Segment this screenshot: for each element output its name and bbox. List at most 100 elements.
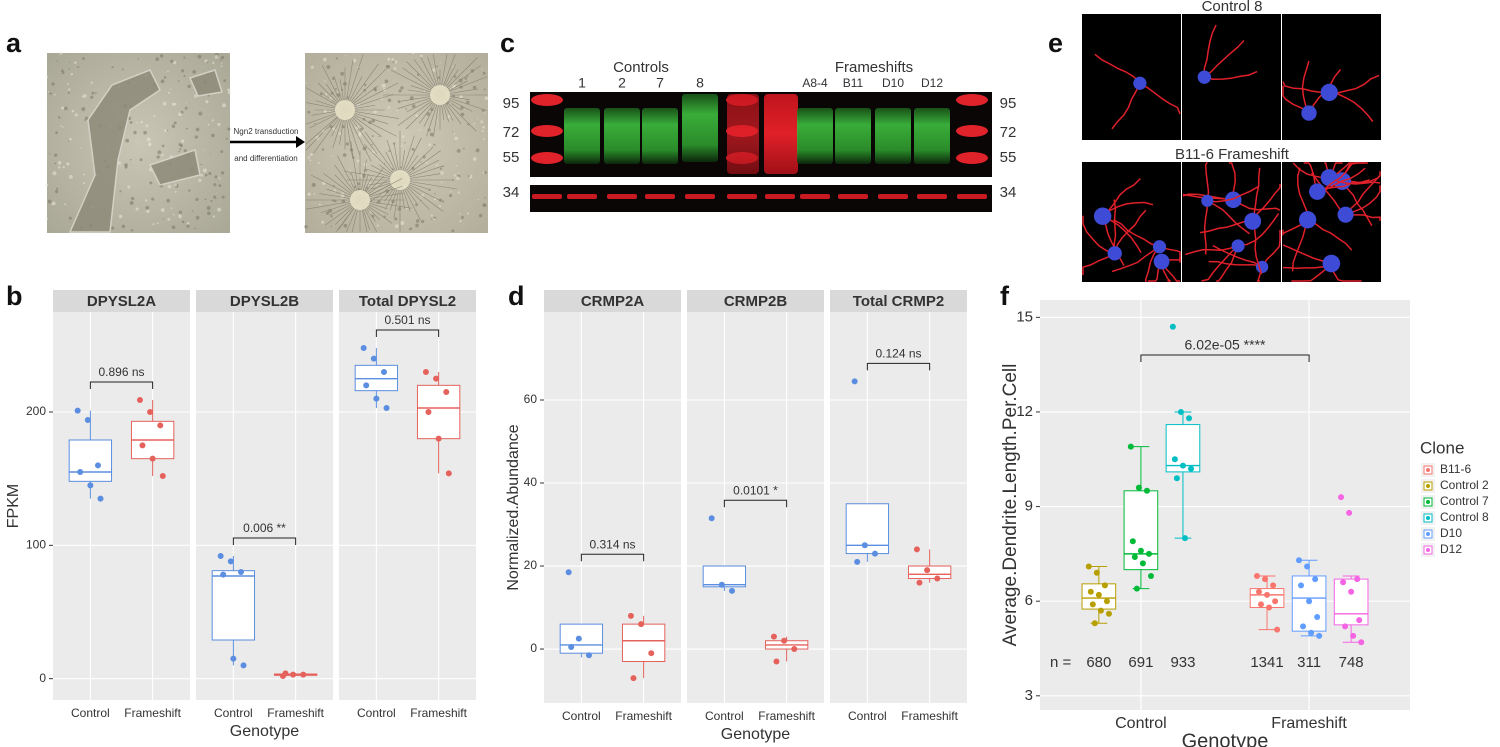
y-tick-label: 3 [1025,687,1033,704]
cell-texture [411,104,416,108]
cell-texture [125,138,130,143]
panel-background [1040,300,1410,710]
cell-texture [220,59,222,61]
x-tick-label: Frameshift [615,709,672,723]
y-tick-label: 9 [1025,498,1033,515]
blot-group: Controls [613,59,669,76]
ladder-band [956,94,988,106]
ladder-band [956,152,988,164]
dendrite [1216,245,1239,282]
loading-band [917,194,947,199]
data-point [1186,415,1193,422]
y-tick-label: 100 [26,538,46,552]
cell-texture [202,149,204,151]
significance-label: 0.0101 * [733,483,778,497]
cell-texture [181,69,185,73]
cell-texture [392,142,396,145]
cell-texture [174,183,177,187]
significance-bracket [232,537,297,545]
cell-texture [51,82,55,86]
cell-texture [47,199,52,204]
cell-texture [357,133,362,138]
cell-texture [220,150,224,154]
data-point [871,550,878,557]
arrow-text: and differentiation [234,154,297,163]
cell-texture [146,209,150,214]
cell-texture [61,69,64,72]
dendrite [1282,244,1332,265]
data-point [630,675,637,682]
data-point [300,671,307,678]
cell-texture [464,77,468,80]
data-point [1270,582,1277,589]
cell-texture [394,224,399,229]
cell-texture [456,176,460,180]
facet: CRMP2B [687,290,824,703]
data-point [422,369,429,375]
cell-texture [483,171,487,175]
dendrite [1291,219,1309,272]
cell-texture [186,224,190,228]
nucleus [1201,194,1214,207]
data-point [565,569,572,576]
dendrite [1082,215,1115,255]
y-tick-label: 200 [26,404,46,418]
cell-texture [386,65,391,69]
cell-texture [395,60,398,63]
data-point [1101,582,1108,589]
cell-texture [160,208,165,212]
cell-texture [166,129,169,131]
cell-texture [450,190,452,193]
cell-texture [341,199,346,204]
cell-texture [433,143,436,146]
panel-letter: d [508,281,525,311]
dendrite [1282,219,1309,237]
cell-texture [144,199,148,202]
cell-texture [161,153,164,157]
box [1249,588,1285,608]
cell-texture [151,197,155,201]
cell-texture [423,90,426,92]
cell-texture [344,55,347,57]
cell-texture [62,126,64,128]
dendrite [1144,246,1161,282]
cell-texture [217,207,222,212]
panel-letter: e [1048,28,1063,58]
cell-texture [186,127,188,130]
cell-texture [140,120,144,124]
cell-texture [213,195,217,199]
strip [53,290,190,312]
cell-texture [405,207,408,210]
cell-texture [83,58,85,60]
dendrite [1102,201,1154,217]
dendrite [1261,230,1281,268]
dendrite [1328,162,1343,178]
cell-texture [461,216,464,219]
green-lane [682,94,718,162]
cell-texture [60,125,63,128]
data-point [370,355,377,362]
dendrite [1237,213,1280,247]
strip-title: Total DPYSL2 [359,293,456,310]
dendrite [1282,85,1310,114]
dendrite [1201,245,1239,282]
legend-label: D12 [1440,542,1462,556]
data-point [1087,588,1094,595]
cell-texture [482,125,485,129]
strip [687,290,824,312]
data-point [1342,623,1349,630]
cell-texture [162,218,165,220]
marker-label: 55 [1000,149,1017,166]
data-point [1091,620,1098,627]
cell-texture [179,147,182,150]
green-lane [564,108,600,164]
cell-texture [214,54,219,59]
cell-texture [330,225,333,228]
cell-texture [309,159,312,162]
dendrite [1345,185,1381,216]
cell-texture [90,81,93,84]
cell-texture [428,143,432,147]
cell-texture [83,173,85,176]
nucleus [1298,211,1317,229]
